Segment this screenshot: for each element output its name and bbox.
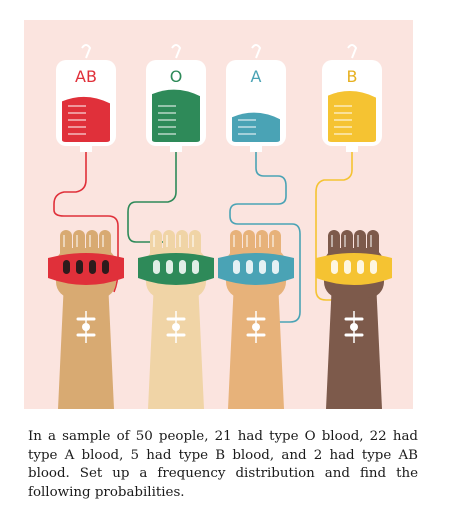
blood-level [152, 89, 200, 142]
blood-donation-illustration: AB O A B [24, 20, 413, 409]
iv-tube-b [315, 148, 353, 301]
blood-type-label: A [251, 67, 262, 86]
raised-arm-1 [48, 230, 124, 409]
problem-statement: In a sample of 50 people, 21 had type O … [28, 429, 418, 500]
raised-arm-2 [138, 230, 214, 409]
iv-tube-a [229, 148, 301, 323]
blood-type-label: AB [75, 67, 97, 86]
blood-type-label: B [347, 67, 358, 86]
blood-type-label: O [170, 67, 183, 86]
raised-arm-3 [218, 230, 294, 409]
blood-level [328, 91, 376, 142]
raised-arm-4 [316, 230, 392, 409]
blood-bag-a: A [226, 44, 286, 152]
blood-bag-b: B [322, 44, 382, 152]
blood-bag-o: O [146, 44, 206, 152]
blood-bag-ab: AB [56, 44, 116, 152]
